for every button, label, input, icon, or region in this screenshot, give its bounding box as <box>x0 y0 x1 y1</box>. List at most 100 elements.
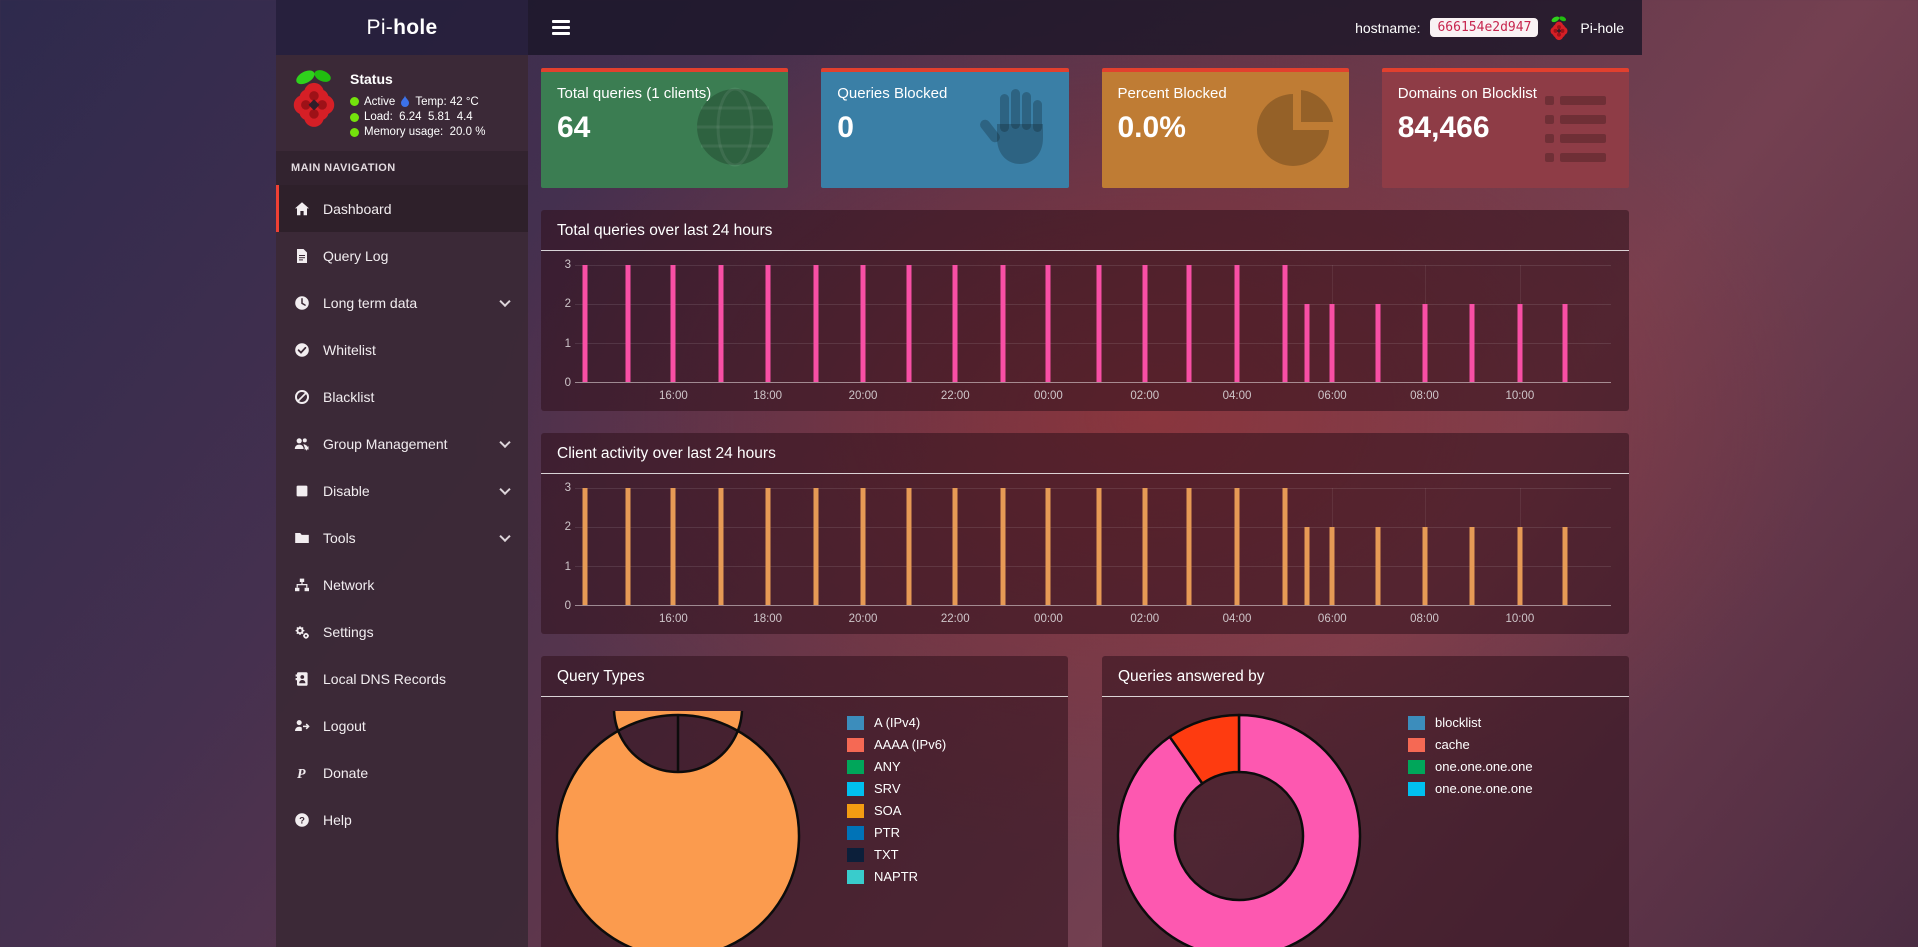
sidebar-item-long-term-data[interactable]: Long term data <box>276 279 528 326</box>
chart-bar <box>1375 527 1381 605</box>
legend-item-one-one-one-one[interactable]: one.one.one.one <box>1408 781 1533 796</box>
legend-item-blocklist[interactable]: blocklist <box>1408 715 1533 730</box>
chart-bar <box>1186 265 1192 382</box>
status-load-line: Load: 6.24 5.81 4.4 <box>350 111 485 123</box>
legend-label: PTR <box>874 825 900 840</box>
chart-bar <box>718 488 724 605</box>
legend-item-soa[interactable]: SOA <box>847 803 946 818</box>
card-label: Percent Blocked <box>1117 85 1227 102</box>
hand-icon <box>973 84 1059 175</box>
folder-icon <box>293 530 310 546</box>
raspberry-icon <box>1548 15 1570 41</box>
bottom-panels-row: Query Types A (IPv4) AAAA (IPv6) ANY SRV SOA… <box>541 634 1629 947</box>
sidebar: Status Active Temp: 42 °C Load: 6.24 5.8… <box>276 55 528 947</box>
account-menu[interactable]: Pi-hole <box>1580 19 1624 36</box>
sidebar-item-logout[interactable]: Logout <box>276 702 528 749</box>
chart-bar <box>1234 488 1240 605</box>
logout-icon <box>293 718 310 734</box>
legend-swatch <box>1408 781 1425 796</box>
card-value: 0 <box>837 111 854 144</box>
legend-item-one-one-one-one[interactable]: one.one.one.one <box>1408 759 1533 774</box>
main-content: Total queries (1 clients) 64 Queries Block… <box>528 55 1642 947</box>
legend-label: blocklist <box>1435 715 1482 730</box>
legend-label: SOA <box>874 803 902 818</box>
queries-answered-by-legend: blocklist cache one.one.one.one one.one.one… <box>1408 715 1533 803</box>
brand-logo[interactable]: Pi-hole <box>276 0 528 55</box>
legend-item-cache[interactable]: cache <box>1408 737 1533 752</box>
legend-label: cache <box>1435 737 1470 752</box>
legend-swatch <box>847 803 864 818</box>
legend-swatch <box>1408 737 1425 752</box>
bar-chart-plot <box>575 488 1611 606</box>
legend-item-a-ipv4[interactable]: A (IPv4) <box>847 715 946 730</box>
chart-bar <box>1562 527 1568 605</box>
sidebar-toggle-button[interactable] <box>552 17 574 38</box>
chart-bar <box>1469 304 1475 382</box>
chart-bar <box>952 488 958 605</box>
sidebar-item-network[interactable]: Network <box>276 561 528 608</box>
sidebar-item-blacklist[interactable]: Blacklist <box>276 373 528 420</box>
sidebar-item-label: Dashboard <box>323 200 392 217</box>
chart-bar <box>1422 304 1428 382</box>
chart-bar <box>1329 527 1335 605</box>
app-window: Pi-hole hostname: 666154e2d947 Pi-hole <box>276 0 1642 947</box>
chart-bar <box>625 265 631 382</box>
sidebar-item-help[interactable]: ? Help <box>276 796 528 843</box>
legend-item-aaaa-ipv6[interactable]: AAAA (IPv6) <box>847 737 946 752</box>
card-percent-blocked[interactable]: Percent Blocked 0.0% <box>1101 68 1349 188</box>
sidebar-item-label: Blacklist <box>323 388 375 405</box>
legend-label: one.one.one.one <box>1435 781 1533 796</box>
query-types-donut <box>555 711 801 947</box>
legend-label: A (IPv4) <box>874 715 921 730</box>
legend-item-srv[interactable]: SRV <box>847 781 946 796</box>
sidebar-item-label: Local DNS Records <box>323 670 446 687</box>
chart-bar <box>906 488 912 605</box>
total-queries-chart: 3 2 1 0 16:00 18:00 20:00 22:00 00:00 02:00 04:00 0… <box>541 251 1629 411</box>
bar-chart-plot <box>575 265 1611 383</box>
legend-swatch <box>847 737 864 752</box>
chevron-down-icon <box>499 530 511 542</box>
chevron-down-icon <box>499 436 511 448</box>
chart-bar <box>1329 304 1335 382</box>
sidebar-item-dashboard[interactable]: Dashboard <box>276 185 528 232</box>
legend-swatch <box>847 869 864 884</box>
queries-answered-by-donut <box>1116 713 1362 947</box>
brand-bold: hole <box>393 15 438 39</box>
chart-bar <box>1469 527 1475 605</box>
brand-prefix: Pi- <box>366 15 394 39</box>
legend-label: SRV <box>874 781 901 796</box>
sidebar-item-tools[interactable]: Tools <box>276 514 528 561</box>
card-value: 0.0% <box>1117 111 1186 144</box>
sidebar-item-disable[interactable]: Disable <box>276 467 528 514</box>
status-load-text: Load: 6.24 5.81 4.4 <box>364 111 473 123</box>
status-dot-icon <box>350 112 359 122</box>
panel-title: Query Types <box>541 656 1068 697</box>
list-icon <box>1533 84 1619 175</box>
sidebar-item-group-management[interactable]: Group Management <box>276 420 528 467</box>
card-total-queries-1-clients[interactable]: Total queries (1 clients) 64 <box>541 68 789 188</box>
sidebar-item-query-log[interactable]: Query Log <box>276 232 528 279</box>
query-types-legend: A (IPv4) AAAA (IPv6) ANY SRV SOA PTR TXT NAPTR <box>847 715 946 891</box>
legend-item-naptr[interactable]: NAPTR <box>847 869 946 884</box>
check-circle-icon <box>293 342 310 358</box>
legend-swatch <box>847 759 864 774</box>
status-temp-text: Temp: 42 °C <box>415 95 479 108</box>
sidebar-item-donate[interactable]: P Donate <box>276 749 528 796</box>
legend-item-ptr[interactable]: PTR <box>847 825 946 840</box>
stop-icon <box>293 483 310 499</box>
card-queries-blocked[interactable]: Queries Blocked 0 <box>821 68 1069 188</box>
card-value: 84,466 <box>1397 111 1490 144</box>
legend-label: AAAA (IPv6) <box>874 737 947 752</box>
chart-bar <box>1142 488 1148 605</box>
legend-label: ANY <box>874 759 901 774</box>
sidebar-item-settings[interactable]: Settings <box>276 608 528 655</box>
sidebar-item-local-dns-records[interactable]: Local DNS Records <box>276 655 528 702</box>
legend-item-txt[interactable]: TXT <box>847 847 946 862</box>
chart-bar <box>1045 488 1051 605</box>
sidebar-item-whitelist[interactable]: Whitelist <box>276 326 528 373</box>
card-domains-on-blocklist[interactable]: Domains on Blocklist 84,466 <box>1381 68 1629 188</box>
card-label: Domains on Blocklist <box>1397 85 1537 102</box>
legend-item-any[interactable]: ANY <box>847 759 946 774</box>
